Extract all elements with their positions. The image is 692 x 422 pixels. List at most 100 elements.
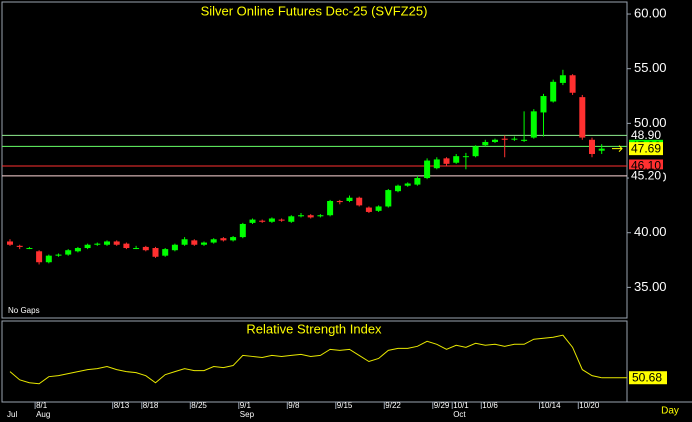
candle-body — [365, 207, 372, 212]
candle-body — [375, 206, 382, 211]
candle-body — [414, 178, 421, 185]
candle-body — [317, 215, 324, 217]
candle-body — [385, 190, 392, 207]
y-tick-label: 50.00 — [634, 115, 667, 130]
candle-body — [55, 254, 62, 256]
month-label: Sep — [240, 410, 255, 419]
candle-body — [472, 146, 479, 157]
candle-body — [530, 111, 537, 138]
candle-body — [327, 201, 334, 216]
candle-body — [239, 223, 246, 238]
candle-body — [589, 139, 595, 154]
last-price-label: 47.69 — [631, 141, 661, 155]
candle-body — [288, 216, 295, 222]
candle-body — [74, 248, 81, 252]
candle-body — [45, 255, 52, 263]
candle-body — [492, 139, 498, 142]
candle-body — [191, 240, 198, 245]
candle-body — [220, 238, 227, 241]
x-tick-label: 8/1 — [36, 401, 48, 410]
candle-body — [569, 75, 576, 93]
candle-body — [181, 239, 188, 245]
candle-body — [171, 244, 178, 251]
candle-body — [133, 248, 140, 250]
candle-body — [104, 241, 110, 245]
candle-body — [550, 81, 557, 102]
note: No Gaps — [8, 306, 40, 315]
x-tick-label: 9/1 — [240, 401, 252, 410]
x-axis-label: Day — [661, 406, 679, 417]
candle-body — [152, 248, 159, 257]
candle-body — [16, 245, 23, 247]
candle-body — [201, 242, 207, 245]
candle-body — [94, 243, 101, 245]
last-price-marker — [612, 145, 623, 152]
candle-body — [84, 244, 91, 249]
x-tick-label: 8/13 — [114, 401, 130, 410]
candle-body — [162, 249, 169, 256]
level-label: 46.10 — [631, 159, 661, 173]
candle-body — [356, 197, 363, 206]
candle-body — [249, 219, 256, 223]
candle-body — [511, 138, 518, 140]
x-tick-label: 10/20 — [579, 401, 600, 410]
x-tick-label: 9/8 — [288, 401, 300, 410]
x-tick-label: 10/6 — [482, 401, 498, 410]
rsi-value-label: 50.68 — [632, 370, 662, 384]
candle-body — [26, 248, 33, 250]
candle-body — [453, 156, 460, 163]
candle-body — [579, 97, 586, 138]
y-tick-label: 55.00 — [634, 60, 667, 75]
candle-body — [424, 160, 431, 179]
y-tick-label: 60.00 — [634, 5, 667, 20]
price-panel — [1, 1, 628, 319]
month-label: Oct — [453, 410, 466, 419]
y-tick-label: 35.00 — [634, 279, 667, 294]
x-tick-label: 10/1 — [453, 401, 469, 410]
level-label-box — [629, 169, 663, 183]
x-tick-label: 9/29 — [434, 401, 450, 410]
candle-body — [230, 237, 237, 241]
candle-body — [336, 201, 343, 203]
candle-body — [501, 138, 508, 140]
candle-body — [433, 159, 440, 169]
chart-title: Silver Online Futures Dec-25 (SVFZ25) — [201, 3, 428, 18]
last-price-box — [629, 142, 663, 156]
month-label: Jul — [7, 410, 17, 419]
candle-body — [268, 218, 275, 222]
x-tick-label: 10/14 — [541, 401, 562, 410]
level-label-box — [629, 159, 663, 173]
x-tick-label: 8/18 — [143, 401, 159, 410]
candle-body — [346, 197, 353, 202]
candle-body — [521, 139, 528, 141]
level-label: 48.90 — [631, 128, 661, 142]
candle-body — [559, 75, 566, 83]
candle-body — [210, 239, 217, 243]
candle-body — [404, 183, 411, 186]
candle-body — [259, 220, 266, 222]
candle-body — [142, 246, 149, 251]
y-tick-label: 40.00 — [634, 224, 667, 239]
x-tick-label: 9/15 — [337, 401, 353, 410]
level-label: 45.20 — [631, 169, 661, 183]
rsi-value-box — [629, 371, 667, 385]
x-tick-label: 9/22 — [385, 401, 401, 410]
candle-body — [540, 96, 547, 113]
candle-body — [307, 215, 314, 218]
candle-body — [443, 158, 450, 164]
candle-body — [36, 251, 43, 263]
rsi-line — [9, 334, 602, 385]
candle-body — [113, 241, 120, 245]
candle-body — [298, 215, 304, 217]
candle-body — [395, 185, 401, 192]
candle-body — [278, 219, 285, 221]
candle-body — [7, 241, 13, 245]
candle-body — [462, 156, 469, 158]
month-label: Aug — [36, 410, 50, 419]
rsi-title: Relative Strength Index — [246, 321, 382, 336]
candle-body — [598, 148, 605, 151]
candle-body — [482, 141, 489, 146]
level-label-box — [629, 128, 663, 142]
